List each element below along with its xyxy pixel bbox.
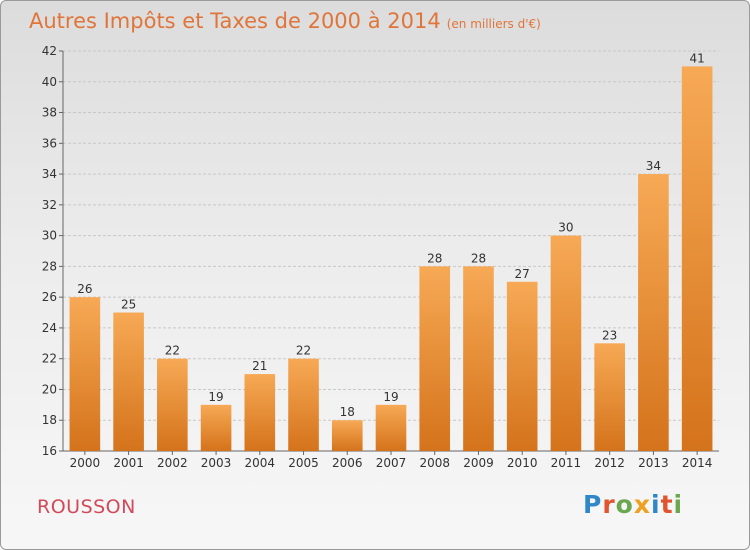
x-tick-label: 2012 (594, 456, 625, 470)
data-label: 34 (646, 159, 661, 173)
chart-title: Autres Impôts et Taxes de 2000 à 2014 (en… (29, 9, 541, 33)
bar (288, 358, 319, 451)
data-label: 25 (121, 298, 136, 312)
data-label: 19 (208, 390, 223, 404)
logo-letter: o (615, 490, 634, 519)
y-tick-label: 34 (42, 167, 57, 181)
data-label: 19 (383, 390, 398, 404)
bars (69, 66, 713, 452)
data-label: 22 (296, 344, 311, 358)
y-tick-label: 20 (42, 382, 57, 396)
y-tick-label: 40 (42, 75, 57, 89)
chart-title-text: Autres Impôts et Taxes de 2000 à 2014 (29, 9, 441, 33)
y-tick-label: 26 (42, 290, 57, 304)
y-tick-label: 18 (42, 413, 57, 427)
x-tick-label: 2007 (376, 456, 407, 470)
data-label: 27 (515, 267, 530, 281)
x-tick-label: 2008 (419, 456, 450, 470)
x-tick-label: 2003 (201, 456, 232, 470)
data-label: 28 (427, 251, 442, 265)
y-tick-label: 42 (42, 44, 57, 58)
y-tick-label: 30 (42, 229, 57, 243)
x-tick-label: 2014 (682, 456, 713, 470)
bar (200, 404, 232, 451)
x-tick-label: 2011 (551, 456, 582, 470)
logo-letter: t (660, 490, 674, 519)
logo-letter: P (583, 490, 603, 519)
bar (638, 174, 669, 452)
x-tick-label: 2001 (113, 456, 144, 470)
data-label: 26 (77, 282, 92, 296)
labels: 16 18 20 22 24 26 28 30 32 34 36 38 40 42 26 2000 25 2001… (42, 44, 713, 470)
data-label: 30 (558, 221, 573, 235)
logo-letter: i (673, 490, 684, 519)
x-tick-label: 2000 (70, 456, 101, 470)
bar (594, 343, 625, 451)
bar (113, 312, 144, 451)
bar (157, 358, 188, 451)
y-tick-label: 16 (42, 444, 57, 458)
y-tick-label: 22 (42, 352, 57, 366)
data-label: 21 (252, 359, 267, 373)
data-label: 23 (602, 328, 617, 342)
y-tick-label: 28 (42, 259, 57, 273)
x-tick-label: 2004 (245, 456, 276, 470)
logo-letter: r (602, 490, 616, 519)
bar (550, 235, 582, 451)
bar (463, 266, 494, 451)
x-tick-label: 2009 (463, 456, 494, 470)
y-tick-label: 38 (42, 106, 57, 120)
commune-name: ROUSSON (37, 496, 136, 518)
x-tick-label: 2002 (157, 456, 188, 470)
bar (419, 266, 451, 451)
y-tick-label: 36 (42, 136, 57, 150)
bar (69, 297, 101, 451)
logo-letter: i (651, 490, 661, 519)
x-tick-label: 2006 (332, 456, 363, 470)
x-tick-label: 2005 (288, 456, 319, 470)
bar (331, 420, 363, 451)
x-tick-label: 2013 (638, 456, 669, 470)
chart-subtitle: (en milliers d'€) (446, 17, 541, 31)
bar (681, 66, 713, 451)
x-tick-label: 2010 (507, 456, 538, 470)
y-tick-label: 24 (42, 321, 57, 335)
proxiti-logo: Proxiti (583, 490, 683, 519)
logo-letter: x (633, 490, 651, 519)
data-label: 18 (340, 405, 355, 419)
data-label: 22 (165, 344, 180, 358)
data-label: 41 (689, 51, 704, 65)
y-tick-label: 32 (42, 198, 57, 212)
bar (244, 374, 276, 451)
bar (506, 281, 538, 451)
bar (375, 404, 407, 451)
data-label: 28 (471, 251, 486, 265)
